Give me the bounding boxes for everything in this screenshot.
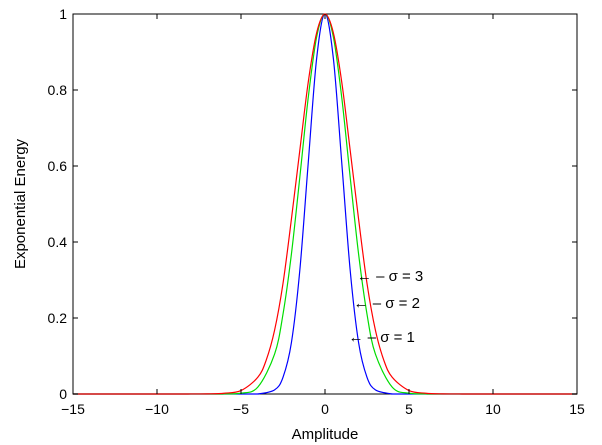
y-tick-label: 0.6	[48, 158, 68, 174]
y-axis-label: Exponential Energy	[12, 138, 29, 269]
annotation-1: ← – σ = 2	[354, 295, 420, 312]
y-tick-label: 0.2	[48, 310, 68, 326]
y-tick-label: 0	[59, 386, 67, 402]
x-tick-label: 15	[569, 401, 585, 417]
y-tick-label: 1	[59, 6, 67, 22]
y-axis-ticks: 0 0.2 0.4 0.6 0.8 1	[48, 6, 577, 402]
plot-area	[72, 13, 578, 395]
x-tick-label: −5	[233, 401, 249, 417]
x-tick-label: 10	[485, 401, 501, 417]
y-tick-label: 0.8	[48, 82, 68, 98]
annotation-0: ← – σ = 3	[357, 268, 423, 285]
x-axis-label: Amplitude	[292, 426, 359, 443]
annotations: ← – σ = 3 ← – σ = 2 ← – σ = 1	[349, 268, 424, 346]
x-tick-label: −10	[145, 401, 169, 417]
x-axis-ticks: −15 −10 −5 0 5 10 15	[61, 14, 585, 417]
y-tick-label: 0.4	[48, 234, 68, 250]
x-tick-label: −15	[61, 401, 85, 417]
x-tick-label: 0	[321, 401, 329, 417]
annotation-2: ← – σ = 1	[349, 329, 415, 346]
x-tick-label: 5	[405, 401, 413, 417]
